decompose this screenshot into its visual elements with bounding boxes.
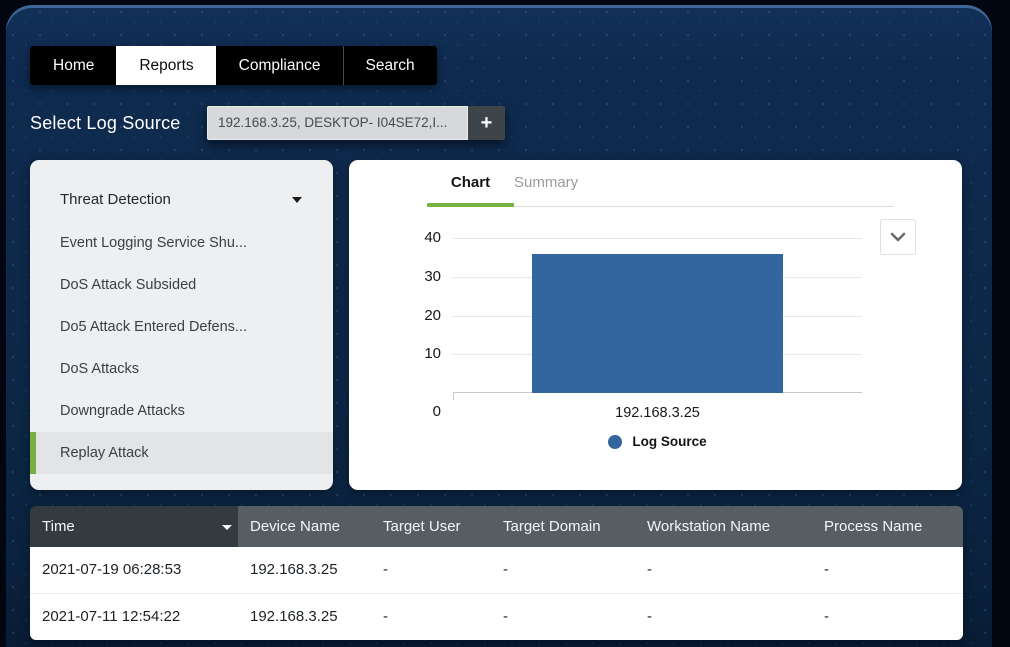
nav-tab-reports[interactable]: Reports — [116, 46, 216, 85]
caret-down-icon — [292, 197, 302, 203]
nav-tab-home[interactable]: Home — [53, 57, 95, 74]
table-header: Time Device Name Target User Target Domain W… — [30, 506, 963, 547]
column-header-process-name: Process Name — [824, 518, 923, 535]
cell-workstation-name: - — [647, 608, 652, 625]
events-table: Time Device Name Target User Target Domain W… — [30, 506, 963, 640]
report-item-replay-attack[interactable]: Replay Attack — [30, 432, 333, 474]
report-category-label: Threat Detection — [60, 191, 171, 208]
cell-target-user: - — [383, 561, 388, 578]
bar-chart-plot: 0 10 20 30 40 — [424, 229, 862, 420]
add-log-source-button[interactable]: + — [468, 106, 505, 140]
cell-time: 2021-07-19 06:28:53 — [42, 561, 182, 578]
nav-tab-compliance[interactable]: Compliance — [238, 57, 321, 74]
time-sort-caret-icon[interactable] — [222, 525, 232, 530]
cell-workstation-name: - — [647, 561, 652, 578]
tab-chart[interactable]: Chart — [450, 174, 491, 191]
table-header-background — [238, 506, 963, 547]
column-header-workstation-name: Workstation Name — [647, 518, 771, 535]
tab-divider — [427, 206, 894, 207]
cell-device-name: 192.168.3.25 — [250, 608, 338, 625]
cell-target-user: - — [383, 608, 388, 625]
active-tab-underline — [427, 203, 514, 207]
report-item-do5-attack-entered-defens[interactable]: Do5 Attack Entered Defens... — [60, 319, 247, 335]
y-tick-0: 0 — [432, 403, 441, 420]
collapse-chart-button[interactable] — [880, 219, 916, 255]
log-source-group: 192.168.3.25, DESKTOP- I04SE72,I... + — [207, 106, 505, 140]
nav-tab-search[interactable]: Search — [342, 46, 437, 85]
table-row: 2021-07-19 06:28:53 192.168.3.25 - - - - — [30, 547, 963, 593]
report-item-downgrade-attacks[interactable]: Downgrade Attacks — [60, 403, 185, 419]
y-tick-10: 10 — [424, 345, 441, 363]
time-column-dropdown[interactable] — [30, 506, 238, 547]
column-header-time[interactable]: Time — [42, 518, 75, 535]
column-header-device-name: Device Name — [250, 518, 341, 535]
cell-target-domain: - — [503, 608, 508, 625]
log-source-label: Select Log Source — [30, 113, 181, 133]
chart-panel: Chart Summary 0 10 20 30 40 192.168.3.25 Log… — [349, 160, 962, 490]
y-tick-30: 30 — [424, 267, 441, 285]
table-row: 2021-07-11 12:54:22 192.168.3.25 - - - - — [30, 593, 963, 640]
nav-tabs: Home Reports Compliance Search — [30, 46, 437, 85]
cell-device-name: 192.168.3.25 — [250, 561, 338, 578]
y-tick-20: 20 — [424, 306, 441, 324]
report-item-dos-attack-subsided[interactable]: DoS Attack Subsided — [60, 277, 197, 293]
bar-192.168.3.25 — [532, 253, 783, 393]
log-source-input[interactable]: 192.168.3.25, DESKTOP- I04SE72,I... — [207, 106, 468, 140]
gridline-40 — [453, 238, 862, 239]
column-header-target-domain: Target Domain — [503, 518, 601, 535]
table-body: 2021-07-19 06:28:53 192.168.3.25- - - -2021-… — [30, 547, 963, 640]
cell-process-name: - — [824, 608, 829, 625]
legend-label: Log Source — [632, 434, 707, 449]
chart-panel-tabs: Chart Summary — [427, 172, 578, 194]
x-axis-category-label: 192.168.3.25 — [615, 405, 700, 421]
chart-legend: Log Source — [453, 434, 862, 449]
report-list: Event Logging Service Shu... DoS Attack S… — [30, 222, 333, 474]
column-header-target-user: Target User — [383, 518, 461, 535]
report-list-panel: Threat Detection Event Logging Service S… — [30, 160, 333, 490]
tab-summary[interactable]: Summary — [514, 174, 579, 191]
report-category-dropdown[interactable]: Threat Detection — [30, 182, 333, 218]
cell-time: 2021-07-11 12:54:22 — [42, 608, 181, 625]
report-item-event-logging-service-shu[interactable]: Event Logging Service Shu... — [60, 235, 248, 251]
report-item-dos-attacks[interactable]: DoS Attacks — [60, 361, 139, 377]
y-tick-40: 40 — [424, 229, 441, 246]
cell-process-name: - — [824, 561, 829, 578]
legend-dot-icon — [608, 434, 623, 449]
cell-target-domain: - — [503, 561, 508, 578]
chevron-down-icon — [890, 232, 906, 242]
